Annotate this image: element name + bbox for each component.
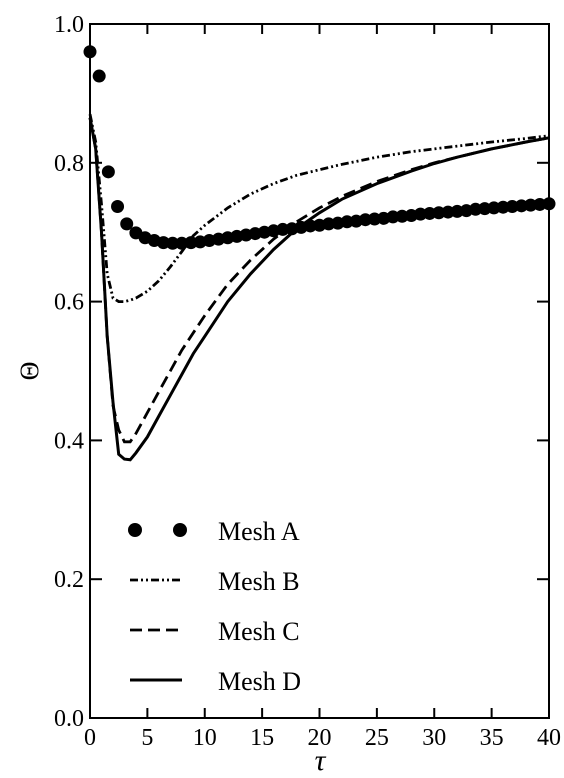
legend-marker xyxy=(173,523,187,537)
plot-frame xyxy=(89,23,550,719)
legend-label: Mesh A xyxy=(218,517,300,546)
axis-ticks: 0 5 10 15 20 25 30 35 40 0.0 0.2 0.4 0.6 0.8 1.0 xyxy=(54,12,561,751)
series-line xyxy=(88,117,550,462)
legend-marker xyxy=(128,523,142,537)
legend: Mesh A Mesh B Mesh C Mesh D xyxy=(128,517,301,696)
x-tick-label: 25 xyxy=(365,725,389,751)
plot-area: 0 5 10 15 20 25 30 35 40 0.0 0.2 0.4 0.6 0.8 1.0 xyxy=(54,12,561,751)
x-tick-label: 10 xyxy=(193,725,217,751)
legend-entry: Mesh D xyxy=(130,667,301,696)
legend-label: Mesh C xyxy=(218,617,300,646)
legend-label: Mesh D xyxy=(218,667,301,696)
y-tick-label: 0.6 xyxy=(54,290,84,316)
data-point xyxy=(111,200,125,214)
y-axis-label: Θ xyxy=(15,362,44,381)
x-tick-label: 0 xyxy=(84,725,96,751)
series-mesh-c xyxy=(88,117,550,444)
y-tick-label: 0.2 xyxy=(54,567,84,593)
x-tick-label: 40 xyxy=(537,725,561,751)
x-axis-label: τ xyxy=(315,744,327,777)
data-point xyxy=(92,69,106,83)
y-tick-label: 0.8 xyxy=(54,151,84,177)
x-tick-label: 35 xyxy=(480,725,504,751)
series-line xyxy=(88,113,550,303)
series-mesh-a xyxy=(83,45,556,250)
data-point xyxy=(83,45,97,59)
x-tick-label: 15 xyxy=(250,725,274,751)
y-tick-label: 0.0 xyxy=(54,706,84,732)
data-point xyxy=(166,236,180,250)
series-mesh-d xyxy=(88,117,550,462)
data-point xyxy=(101,165,115,179)
legend-label: Mesh B xyxy=(218,567,300,596)
legend-entry: Mesh B xyxy=(130,567,300,596)
data-point xyxy=(542,197,556,211)
legend-entry: Mesh C xyxy=(130,617,300,646)
x-tick-label: 5 xyxy=(141,725,153,751)
series-line xyxy=(88,117,550,444)
data-point xyxy=(120,217,134,231)
x-tick-label: 20 xyxy=(308,725,332,751)
series-layer xyxy=(83,45,556,462)
series-mesh-b xyxy=(88,113,550,303)
x-tick-label: 30 xyxy=(422,725,446,751)
y-tick-label: 1.0 xyxy=(54,12,84,38)
y-tick-label: 0.4 xyxy=(54,428,84,454)
legend-entry: Mesh A xyxy=(128,517,300,546)
